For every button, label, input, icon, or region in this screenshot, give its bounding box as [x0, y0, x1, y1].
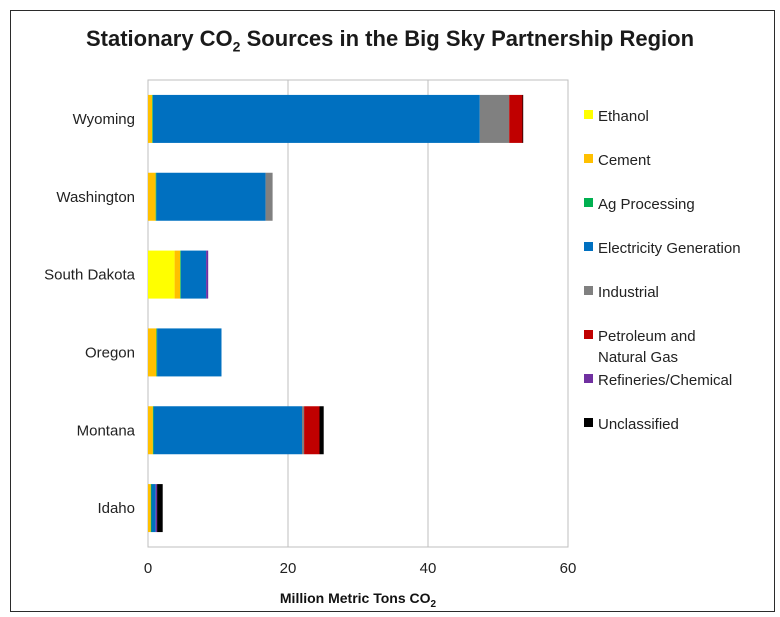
legend-label: Ethanol — [598, 108, 649, 125]
legend-item: Industrial — [584, 282, 778, 303]
legend-swatch — [584, 286, 593, 295]
bar-segment-electricity-generation — [153, 406, 302, 455]
legend-item: Cement — [584, 150, 778, 171]
category-label: Montana — [77, 422, 136, 439]
bar-segment-ag-processing — [150, 484, 152, 533]
chart-title: Stationary CO2 Sources in the Big Sky Pa… — [85, 26, 695, 55]
bar-segment-ag-processing — [152, 94, 153, 143]
bar-segment-cement — [174, 250, 181, 299]
category-label: South Dakota — [44, 267, 136, 284]
legend-item: Unclassified — [584, 414, 778, 435]
bar-segment-cement — [148, 484, 151, 533]
legend-label: Unclassified — [598, 416, 679, 433]
legend-label: Refineries/Chemical — [598, 372, 733, 389]
plot-area — [147, 79, 569, 548]
x-tick-label: 40 — [420, 560, 437, 577]
legend-swatch — [584, 418, 593, 427]
legend-item: Electricity Generation — [584, 238, 778, 259]
legend-label-line: Natural Gas — [598, 349, 679, 366]
x-axis-title: Million Metric Tons CO2 — [279, 590, 437, 610]
x-tick-label: 20 — [280, 560, 297, 577]
legend-swatch — [584, 110, 593, 119]
bar-segment-ag-processing — [156, 328, 158, 377]
bar-segment-electricity-generation — [156, 172, 266, 221]
legend-swatch — [584, 330, 593, 339]
legend-label: Ag Processing — [598, 196, 695, 213]
legend-swatch — [584, 374, 593, 383]
bar-segment-petroleum-and-natural-gas — [509, 94, 523, 143]
bar-segment-cement — [148, 94, 153, 143]
category-label: Idaho — [97, 500, 135, 517]
bar-segment-unclassified — [319, 406, 324, 455]
legend-item: Refineries/Chemical — [584, 370, 778, 391]
bar-segment-cement — [148, 172, 156, 221]
bar-segment-cement — [148, 406, 153, 455]
legend-label-line: Petroleum and — [598, 328, 696, 345]
bar-segment-petroleum-and-natural-gas — [304, 406, 320, 455]
bar-segment-electricity-generation — [151, 484, 156, 533]
legend-label: Electricity Generation — [598, 240, 741, 257]
bar-segment-ag-processing — [155, 172, 157, 221]
legend-label: Cement — [598, 152, 651, 169]
bar-segment-electricity-generation — [180, 250, 207, 299]
legend-swatch — [584, 154, 593, 163]
x-tick-label: 0 — [144, 560, 152, 577]
bar-segment-ag-processing — [180, 250, 181, 299]
bar-segment-ethanol — [148, 250, 175, 299]
bar-segment-electricity-generation — [157, 328, 222, 377]
bar-segment-refineries-chemical — [206, 250, 209, 299]
category-label: Oregon — [85, 344, 135, 361]
bar-segment-unclassified — [522, 94, 524, 143]
legend-item: Ag Processing — [584, 194, 778, 215]
x-tick-label: 60 — [560, 560, 577, 577]
bar-segment-industrial — [479, 94, 510, 143]
bar-segment-unclassified — [157, 484, 163, 533]
category-label: Washington — [56, 189, 135, 206]
bar-segment-electricity-generation — [152, 94, 480, 143]
bar-segment-industrial — [265, 172, 273, 221]
bar-segment-refineries-chemical — [155, 484, 158, 533]
bar-segment-industrial — [302, 406, 305, 455]
category-label: Wyoming — [73, 111, 135, 128]
legend-item: Petroleum and Natural Gas — [584, 326, 718, 368]
bar-segment-cement — [148, 328, 157, 377]
legend-item: Ethanol — [584, 106, 778, 127]
legend-swatch — [584, 198, 593, 207]
bar-segment-ag-processing — [152, 406, 154, 455]
legend-label: Industrial — [598, 284, 659, 301]
legend-swatch — [584, 242, 593, 251]
legend-label: Petroleum and Natural Gas — [598, 326, 718, 368]
